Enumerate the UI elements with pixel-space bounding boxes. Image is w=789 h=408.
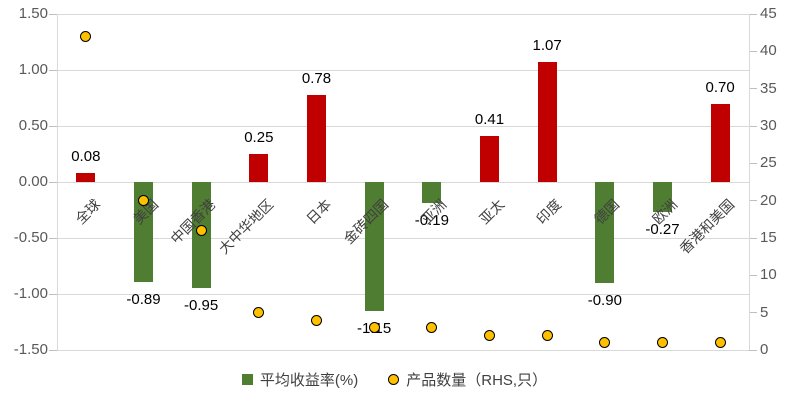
- category-label: 印度: [533, 196, 565, 228]
- data-label: 0.70: [705, 78, 735, 96]
- right-axis-tick-label: 20: [760, 191, 777, 209]
- scatter-point: [138, 195, 149, 207]
- bar: [422, 182, 442, 204]
- bar: [307, 94, 326, 182]
- data-label: 0.41: [474, 111, 505, 129]
- bar: [653, 182, 672, 213]
- category-label: 亚太: [475, 196, 507, 228]
- right-axis-tick: [749, 162, 757, 164]
- left-axis-tick: [49, 69, 57, 71]
- left-axis-tick-label: -1.50: [13, 341, 48, 358]
- legend-label-product-count: 产品数量（RHS,只）: [406, 372, 548, 389]
- legend-item-product-count: 产品数量（RHS,只）: [388, 369, 547, 390]
- data-label: 0.25: [244, 129, 274, 146]
- scatter-point: [311, 314, 322, 326]
- left-axis-tick: [49, 349, 57, 351]
- legend-label-avg-return: 平均收益率(%): [259, 372, 359, 389]
- left-axis-tick-label: 1.50: [18, 5, 48, 22]
- gridline: [57, 13, 749, 15]
- gridline: [57, 349, 749, 351]
- category-label: 大中华地区: [215, 196, 277, 257]
- right-axis-tick-label: 35: [760, 79, 777, 97]
- left-axis-tick-label: -0.50: [13, 229, 48, 246]
- legend: 平均收益率(%) 产品数量（RHS,只）: [0, 369, 789, 390]
- data-label: -0.90: [587, 291, 622, 309]
- right-axis-tick-label: 40: [760, 42, 777, 60]
- right-axis-tick: [749, 274, 757, 276]
- right-axis-tick-label: 25: [760, 154, 777, 172]
- scatter-point: [368, 322, 380, 334]
- scatter-point: [599, 337, 611, 349]
- gridline: [57, 181, 749, 183]
- bar: [595, 182, 615, 283]
- data-label: 1.07: [532, 37, 562, 55]
- gridline: [57, 125, 749, 127]
- left-axis-tick-label: 0.00: [18, 173, 48, 190]
- right-axis-tick-label: 30: [760, 117, 777, 134]
- left-axis-tick-label: 0.50: [18, 117, 48, 134]
- scatter-series-swatch-icon: [388, 374, 400, 385]
- data-label: -0.19: [414, 212, 449, 230]
- right-axis-tick: [749, 125, 757, 127]
- data-label: 0.08: [71, 148, 101, 166]
- gridline: [57, 237, 749, 239]
- bar: [710, 103, 730, 182]
- left-axis-tick: [49, 237, 57, 239]
- right-axis-tick-label: 5: [760, 303, 769, 321]
- right-axis-tick: [749, 312, 757, 314]
- right-axis-tick: [749, 50, 757, 52]
- legend-item-avg-return: 平均收益率(%): [241, 369, 359, 390]
- scatter-point: [714, 337, 726, 349]
- data-label: -0.89: [126, 290, 161, 308]
- bar: [76, 173, 96, 182]
- gridline: [57, 293, 749, 295]
- bar-series-swatch-icon: [241, 374, 253, 385]
- data-label: 0.78: [301, 69, 332, 87]
- right-axis-tick-label: 0: [760, 341, 769, 358]
- right-axis-tick: [749, 13, 757, 15]
- gridline: [57, 69, 749, 71]
- scatter-point: [195, 225, 207, 237]
- bar: [134, 182, 153, 282]
- bar: [480, 136, 499, 182]
- bar: [537, 62, 557, 182]
- scatter-point: [484, 329, 495, 341]
- scatter-point: [426, 322, 438, 334]
- scatter-point: [80, 30, 92, 42]
- left-axis-tick-label: 1.00: [18, 61, 48, 78]
- right-axis-line: [749, 14, 750, 350]
- bar: [249, 154, 269, 182]
- left-axis-tick-label: -1.00: [13, 285, 48, 302]
- right-axis-tick: [749, 88, 757, 90]
- right-axis-tick-label: 10: [760, 266, 777, 284]
- right-axis-tick: [749, 349, 757, 351]
- left-axis-line: [57, 14, 58, 350]
- right-axis-tick-label: 45: [760, 5, 777, 22]
- left-axis-tick: [49, 181, 57, 183]
- right-axis-tick: [749, 237, 757, 239]
- scatter-point: [253, 307, 265, 319]
- left-axis-tick: [49, 293, 57, 295]
- left-axis-tick: [49, 125, 57, 127]
- scatter-point: [541, 329, 553, 341]
- data-label: -0.95: [184, 297, 219, 315]
- scatter-point: [657, 337, 668, 349]
- category-label: 全球: [72, 196, 104, 228]
- right-axis-tick: [749, 200, 757, 202]
- bar: [364, 182, 384, 311]
- category-label: 日本: [302, 196, 334, 228]
- data-label: -0.27: [645, 221, 680, 239]
- left-axis-tick: [49, 13, 57, 15]
- right-axis-tick-label: 15: [760, 229, 777, 246]
